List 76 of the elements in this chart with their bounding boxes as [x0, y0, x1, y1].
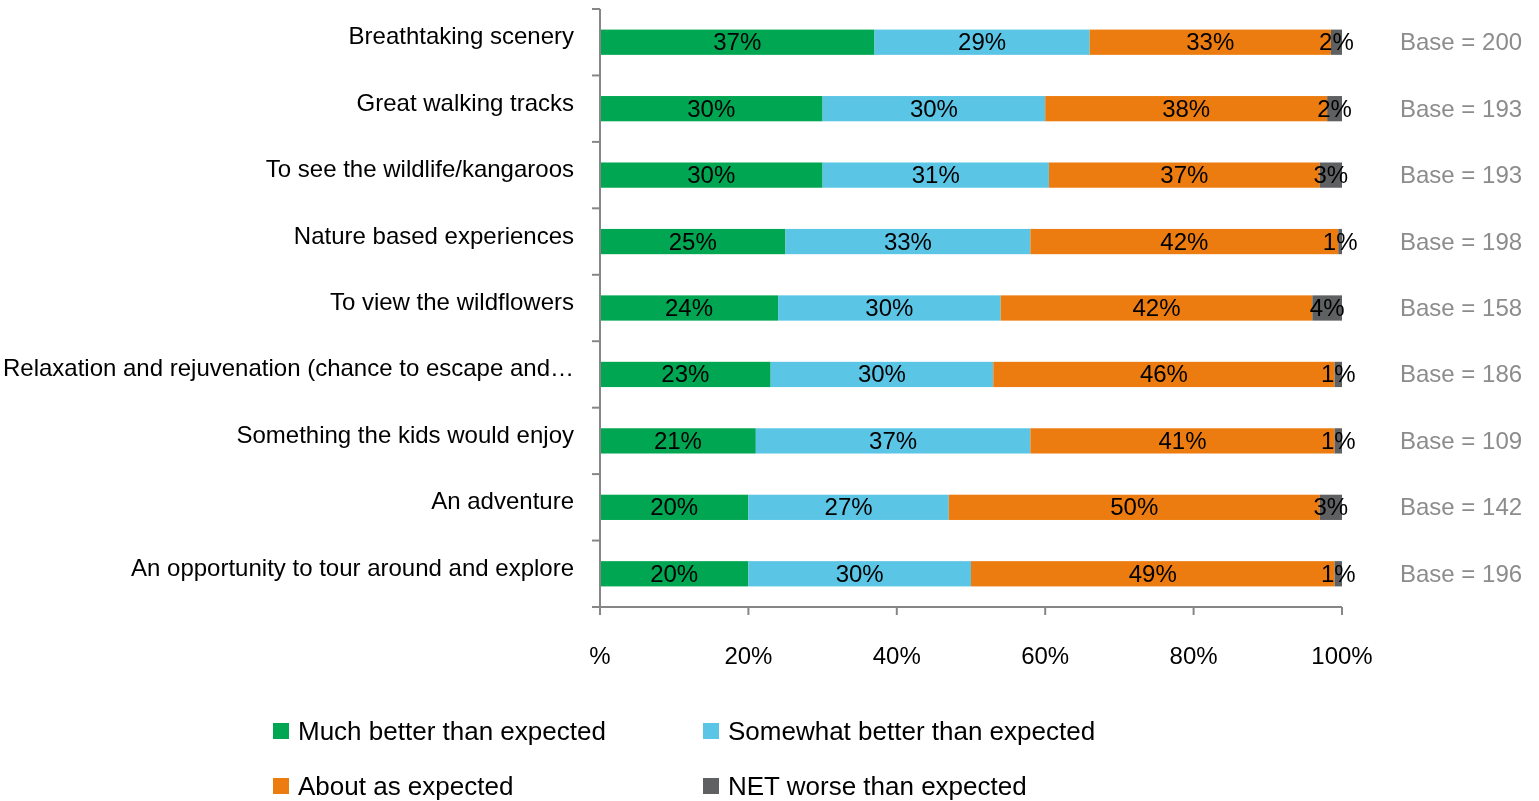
bar	[822, 162, 1049, 188]
data-label: 41%	[1158, 426, 1207, 454]
data-label: 1%	[1320, 559, 1356, 587]
bar	[748, 494, 949, 520]
data-label: 50%	[1110, 493, 1159, 521]
data-label: 30%	[909, 94, 958, 122]
x-tick-label: 80%	[1169, 642, 1218, 669]
x-tick-label: 40%	[872, 642, 921, 669]
text: Base = 196	[1400, 559, 1523, 587]
data-label: 31%	[911, 161, 960, 189]
data-label: 37%	[1160, 161, 1209, 189]
data-label: 2%	[1317, 94, 1352, 122]
data-label: 21%	[653, 426, 702, 454]
data-label: 29%	[958, 28, 1007, 56]
bar	[874, 29, 1090, 55]
bar	[755, 428, 1031, 454]
bar	[778, 295, 1001, 321]
data-label: 37%	[713, 28, 762, 56]
text: Base = 158	[1400, 294, 1523, 321]
data-label: 42%	[1160, 227, 1209, 255]
legend-label: About as expected	[298, 771, 514, 801]
y-tick-label: Relaxation and rejuvenation (chance to escape and…	[2, 354, 574, 382]
data-label: 30%	[835, 559, 884, 587]
data-label: 20%	[650, 559, 699, 587]
bar	[785, 228, 1031, 255]
y-tick-label: To view the wildflowers	[329, 288, 574, 315]
legend-label: Somewhat better than expected	[728, 716, 1096, 746]
data-label: 1%	[1320, 426, 1356, 454]
data-label: 30%	[857, 360, 906, 388]
bar	[600, 162, 823, 188]
data-label: 30%	[687, 94, 736, 122]
legend-label: Much better than expected	[298, 716, 606, 746]
x-tick-label: 20%	[724, 642, 773, 669]
data-label: 25%	[668, 227, 717, 255]
bar	[600, 96, 823, 122]
data-label: 27%	[824, 493, 873, 521]
y-tick-label: An adventure	[431, 487, 574, 515]
data-label: 33%	[1186, 28, 1235, 56]
x-tick-label: 60%	[1021, 642, 1070, 669]
text: Base = 193	[1400, 94, 1523, 122]
bar	[600, 428, 756, 454]
x-tick-label: %	[589, 642, 611, 669]
text: Base = 198	[1400, 227, 1523, 255]
data-label: 37%	[869, 426, 918, 454]
y-tick-label: To see the wildlife/kangaroos	[265, 155, 574, 183]
x-tick-label: 100%	[1311, 642, 1373, 669]
data-label: 23%	[661, 360, 710, 388]
bar	[600, 295, 779, 321]
y-tick-label: Something the kids would enjoy	[236, 420, 574, 448]
data-label: 1%	[1322, 227, 1358, 255]
bar	[600, 228, 786, 255]
text: Base = 200	[1400, 28, 1523, 56]
bar	[822, 96, 1046, 122]
data-label: 24%	[665, 294, 714, 321]
y-tick-label: Breathtaking scenery	[348, 22, 574, 50]
data-label: 1%	[1320, 360, 1356, 388]
text: Base = 193	[1400, 161, 1523, 189]
data-label: 30%	[865, 294, 914, 321]
data-label: 30%	[687, 161, 736, 189]
y-tick-label: Great walking tracks	[356, 88, 574, 116]
text: Base = 186	[1400, 360, 1523, 388]
text: Base = 109	[1400, 426, 1523, 454]
y-tick-label: An opportunity to tour around and explore	[131, 553, 574, 581]
data-label: 33%	[883, 227, 932, 255]
bar	[600, 29, 875, 55]
data-label: 38%	[1162, 94, 1211, 122]
y-tick-label: Nature based experiences	[293, 221, 574, 249]
data-label: 46%	[1139, 360, 1188, 388]
data-label: 20%	[650, 493, 699, 521]
data-label: 42%	[1132, 294, 1181, 321]
legend-label: NET worse than expected	[728, 771, 1027, 801]
bar	[770, 361, 994, 388]
data-label: 2%	[1319, 28, 1354, 56]
data-label: 49%	[1128, 559, 1177, 587]
text: Base = 142	[1400, 493, 1523, 521]
bar	[748, 561, 971, 587]
